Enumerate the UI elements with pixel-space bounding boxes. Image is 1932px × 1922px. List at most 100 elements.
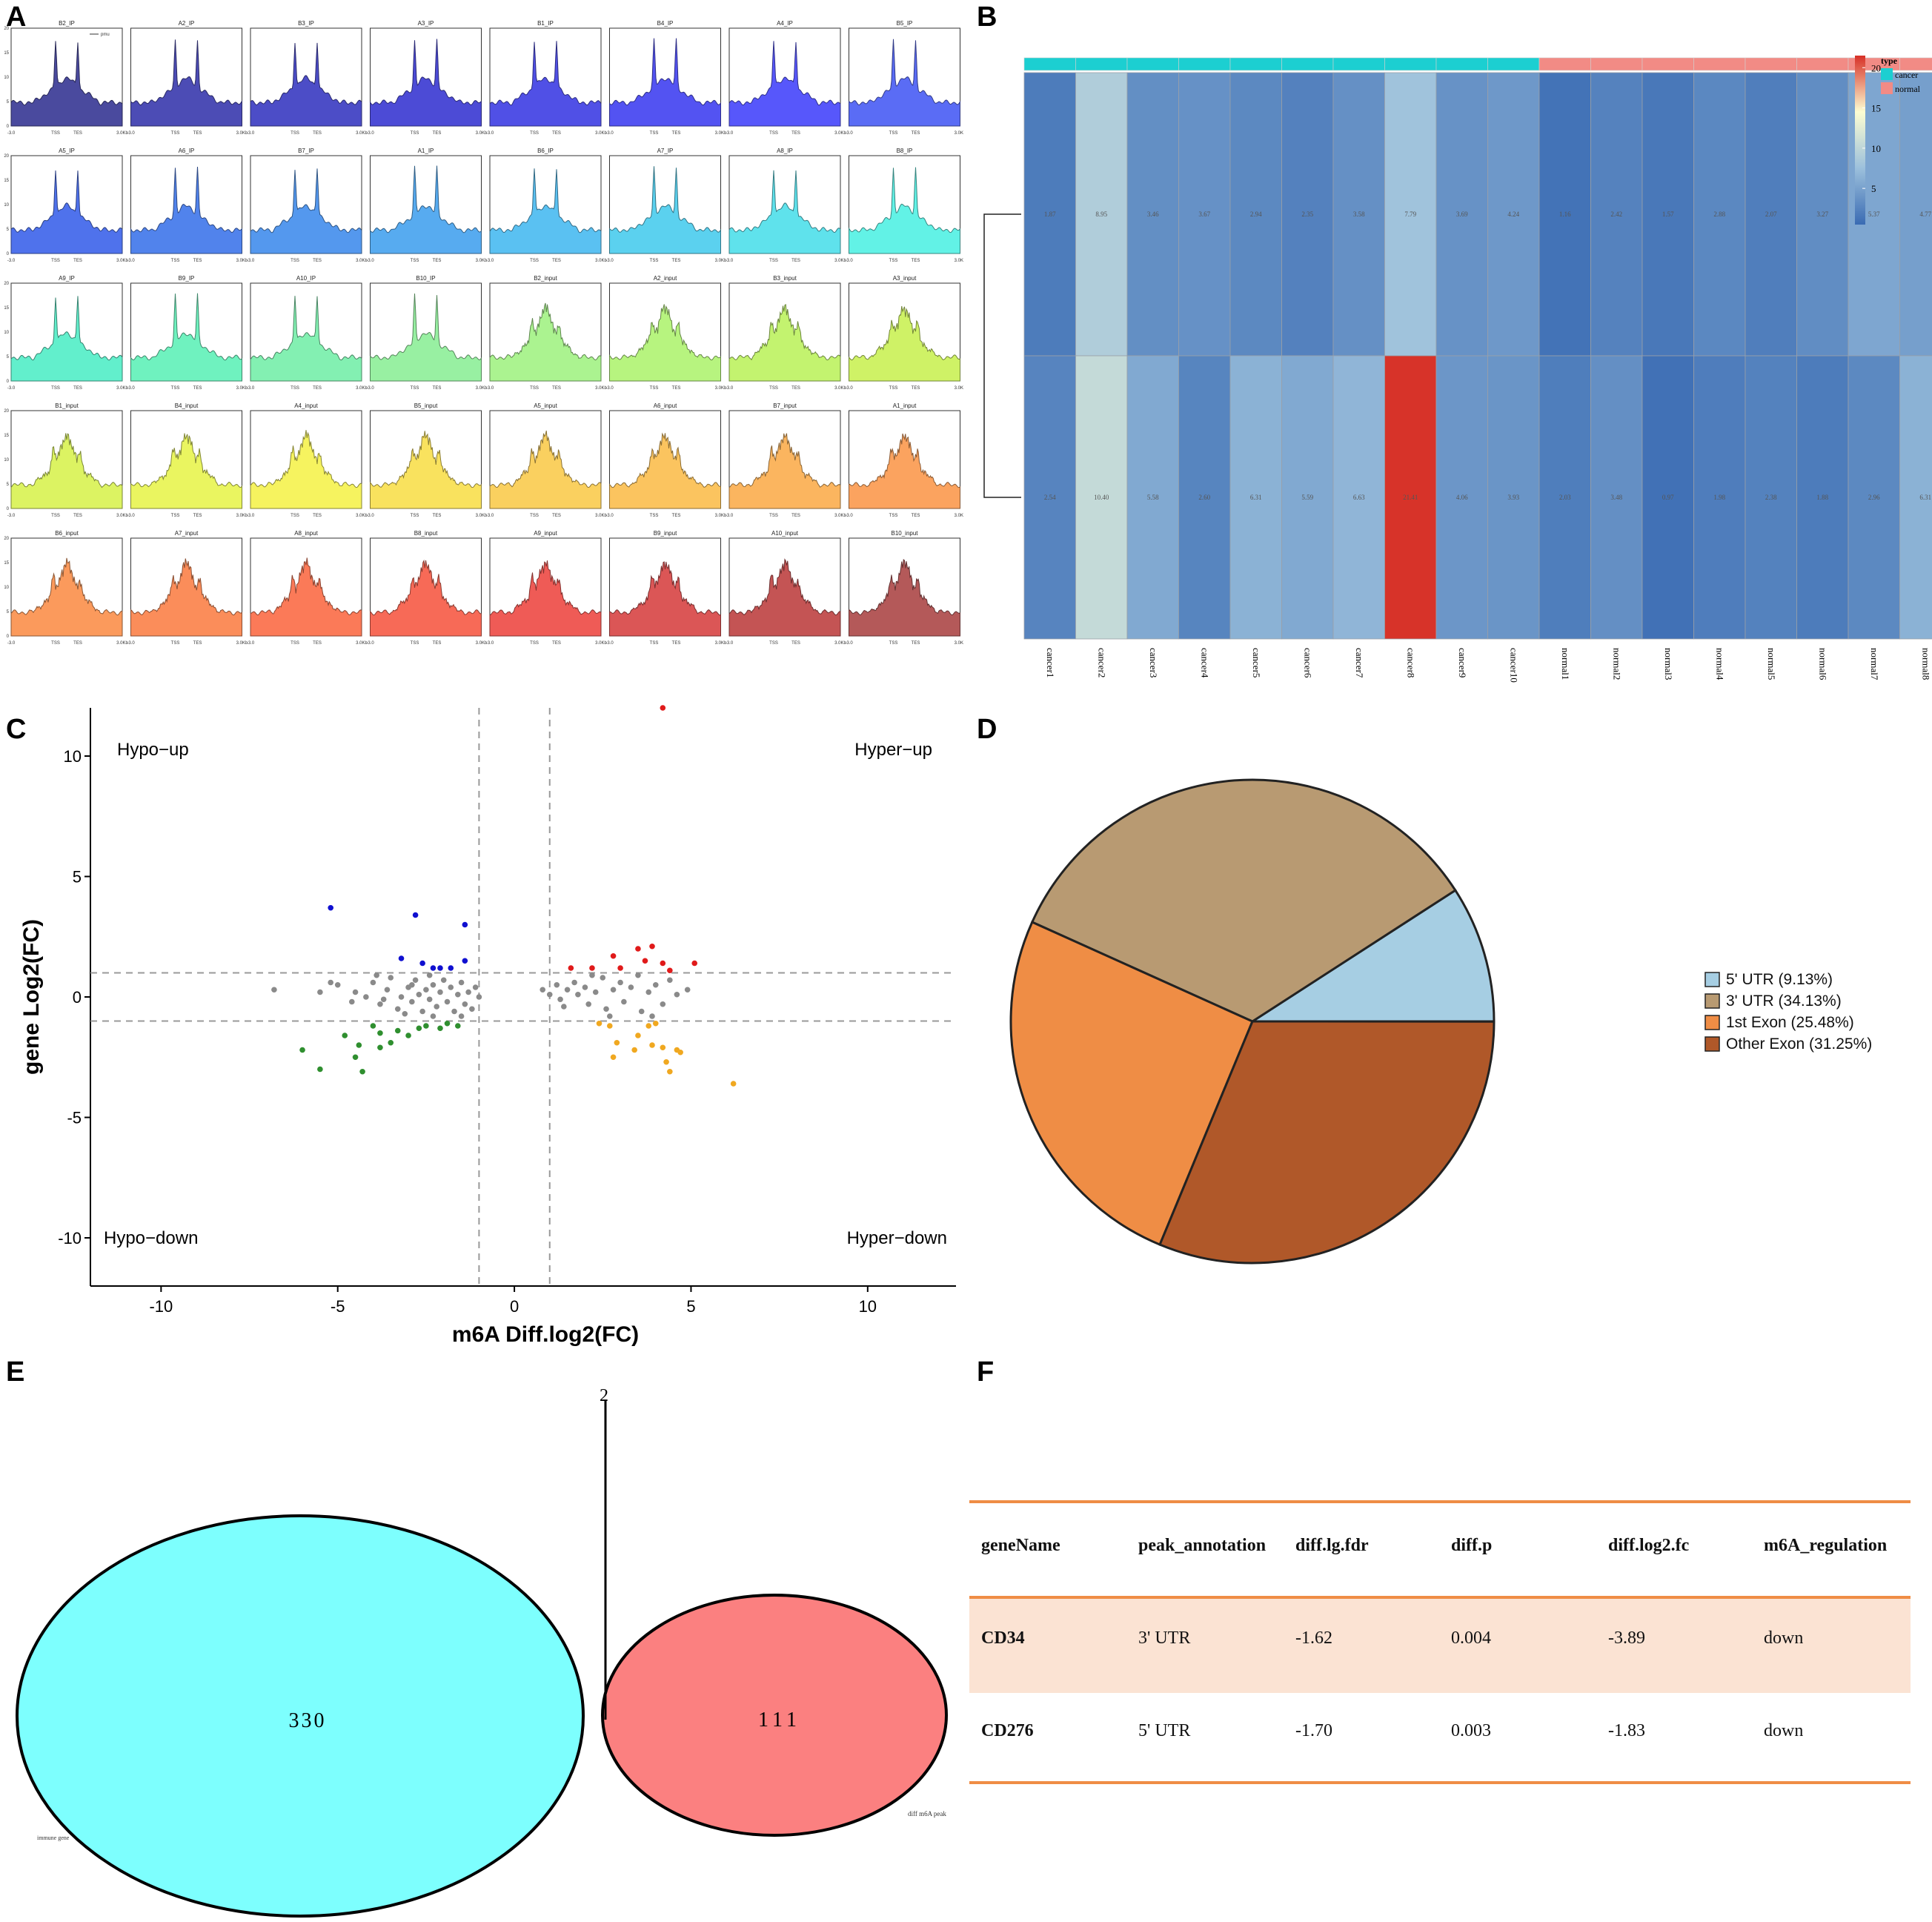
heatmap-cell <box>1899 355 1932 640</box>
scatter-point <box>469 1006 475 1013</box>
x-tick-label: -3.0 <box>845 641 853 646</box>
scatter-point <box>405 1033 411 1038</box>
metagene-subplot: B10_IP -3.0 TSS TES 3.0Kb <box>366 275 488 391</box>
subplot-title: A8_IP <box>777 148 793 154</box>
venn-diagram: 2 330 111 immune gene diff m6A peak <box>16 1386 948 1918</box>
y-tick-label: 20 <box>4 27 9 31</box>
scatter-point <box>426 996 433 1003</box>
x-tick-label: -3.0 <box>605 259 614 263</box>
x-tick-label: TES <box>791 386 800 391</box>
x-tick-label: TES <box>552 386 561 391</box>
table-cell: 0.003 <box>1451 1721 1491 1740</box>
scatter-point <box>635 972 641 978</box>
cell-value-label: 1.16 <box>1559 211 1571 218</box>
scatter-point <box>412 912 419 918</box>
x-tick-label: TSS <box>769 259 778 263</box>
x-tick-label: TES <box>672 386 681 391</box>
scatter-point <box>645 989 652 995</box>
metagene-subplot: A10_IP -3.0 TSS TES 3.0Kb <box>247 275 368 391</box>
x-tick-label: 3.0Kb <box>476 131 488 136</box>
x-tick-label: 3.0Kb <box>476 386 488 391</box>
scatter-point <box>437 989 443 995</box>
profile-area <box>489 168 602 254</box>
column-label: cancer5 <box>1251 648 1262 677</box>
metagene-subplot: B4_IP -3.0 TSS TES 3.0Kb <box>605 20 727 136</box>
scatter-point <box>419 1008 425 1015</box>
metagene-subplot: B7_IP -3.0 TSS TES 3.0Kb <box>247 148 368 263</box>
colorbar-tick-label: 20 <box>1871 62 1881 73</box>
scatter-point <box>377 1001 383 1007</box>
x-tick-label: 3.0Kb <box>834 386 846 391</box>
panel-letter-e: E <box>6 1356 25 1388</box>
x-tick-label: TSS <box>530 259 539 263</box>
heatmap-cell <box>1796 355 1849 640</box>
x-tick-label: -3.0 <box>7 259 16 263</box>
scatter-point <box>585 1001 591 1007</box>
scatter-point <box>635 946 641 952</box>
profile-area <box>370 165 482 254</box>
x-tick-label: 3.0Kb <box>595 514 607 518</box>
legend-swatch <box>1704 1036 1720 1052</box>
scatter-point <box>607 1013 613 1019</box>
profile-area <box>609 432 721 509</box>
profile-area <box>10 41 123 127</box>
type-annotation-cell <box>1590 57 1643 71</box>
profile-area <box>609 304 721 382</box>
x-tick-label: TES <box>791 641 800 646</box>
x-tick-label: TES <box>193 514 202 518</box>
x-tick-label: TSS <box>769 131 778 136</box>
y-tick-label: 10 <box>64 747 82 766</box>
metagene-subplot: B3_input -3.0 TSS TES 3.0Kb <box>726 275 847 391</box>
metagene-subplot: B3_IP -3.0 TSS TES 3.0Kb <box>247 20 368 136</box>
x-tick-label: 3.0Kb <box>116 259 128 263</box>
type-annotation-cell <box>1126 57 1179 71</box>
x-tick-label: 5 <box>686 1297 695 1316</box>
scatter-point <box>370 1023 376 1029</box>
column-label: normal5 <box>1766 648 1777 680</box>
scatter-point <box>388 1039 394 1046</box>
profile-area <box>489 560 602 637</box>
scatter-point <box>571 979 577 986</box>
x-tick-label: 0 <box>510 1297 519 1316</box>
x-tick-label: 10 <box>859 1297 877 1316</box>
quadrant-label-hyper-up: Hyper−up <box>854 740 932 760</box>
scatter-point <box>299 1047 305 1053</box>
scatter-point <box>652 1020 659 1027</box>
scatter-point <box>352 1054 359 1061</box>
scatter-point <box>370 979 376 986</box>
x-tick-label: 3.0Kb <box>116 131 128 136</box>
scatter-point <box>359 1068 365 1075</box>
y-tick-label: 20 <box>4 154 9 159</box>
subplot-title: B7_IP <box>298 148 314 154</box>
x-tick-label: TES <box>433 641 442 646</box>
profile-area <box>130 293 242 382</box>
scatter-point <box>440 977 447 984</box>
y-tick-label: 20 <box>4 282 9 286</box>
column-label: normal3 <box>1663 648 1674 680</box>
subplot-title: A5_IP <box>59 148 75 154</box>
subplot-title: B5_input <box>414 402 438 409</box>
venn-outline-immune <box>16 1514 585 1918</box>
metagene-subplot: A1_IP -3.0 TSS TES 3.0Kb <box>366 148 488 263</box>
profile-area <box>10 557 123 637</box>
x-tick-label: TES <box>791 514 800 518</box>
y-tick-label: 0 <box>7 380 10 384</box>
profile-area <box>10 433 123 509</box>
scatter-point <box>607 1023 613 1029</box>
x-tick-label: 3.0Kb <box>955 131 963 136</box>
heatmap-cell <box>1229 355 1282 640</box>
x-tick-label: TES <box>433 514 442 518</box>
scatter-point <box>472 984 479 990</box>
quadrant-scatter: -10 -5 0 5 10 10 5 0 -5 -10 m6A Diff.log2(FC) gene … <box>19 705 956 1347</box>
scatter-point <box>649 1042 655 1048</box>
scatter-point <box>430 1013 436 1019</box>
x-tick-label: TES <box>313 386 322 391</box>
type-annotation-cell <box>1075 57 1128 71</box>
scatter-point <box>430 981 436 988</box>
scatter-point <box>645 1023 652 1029</box>
profile-area <box>370 293 482 382</box>
y-tick-label: 0 <box>7 507 10 511</box>
scatter-point <box>660 1001 666 1007</box>
y-tick-label: 10 <box>4 331 9 335</box>
profile-area <box>609 38 721 127</box>
